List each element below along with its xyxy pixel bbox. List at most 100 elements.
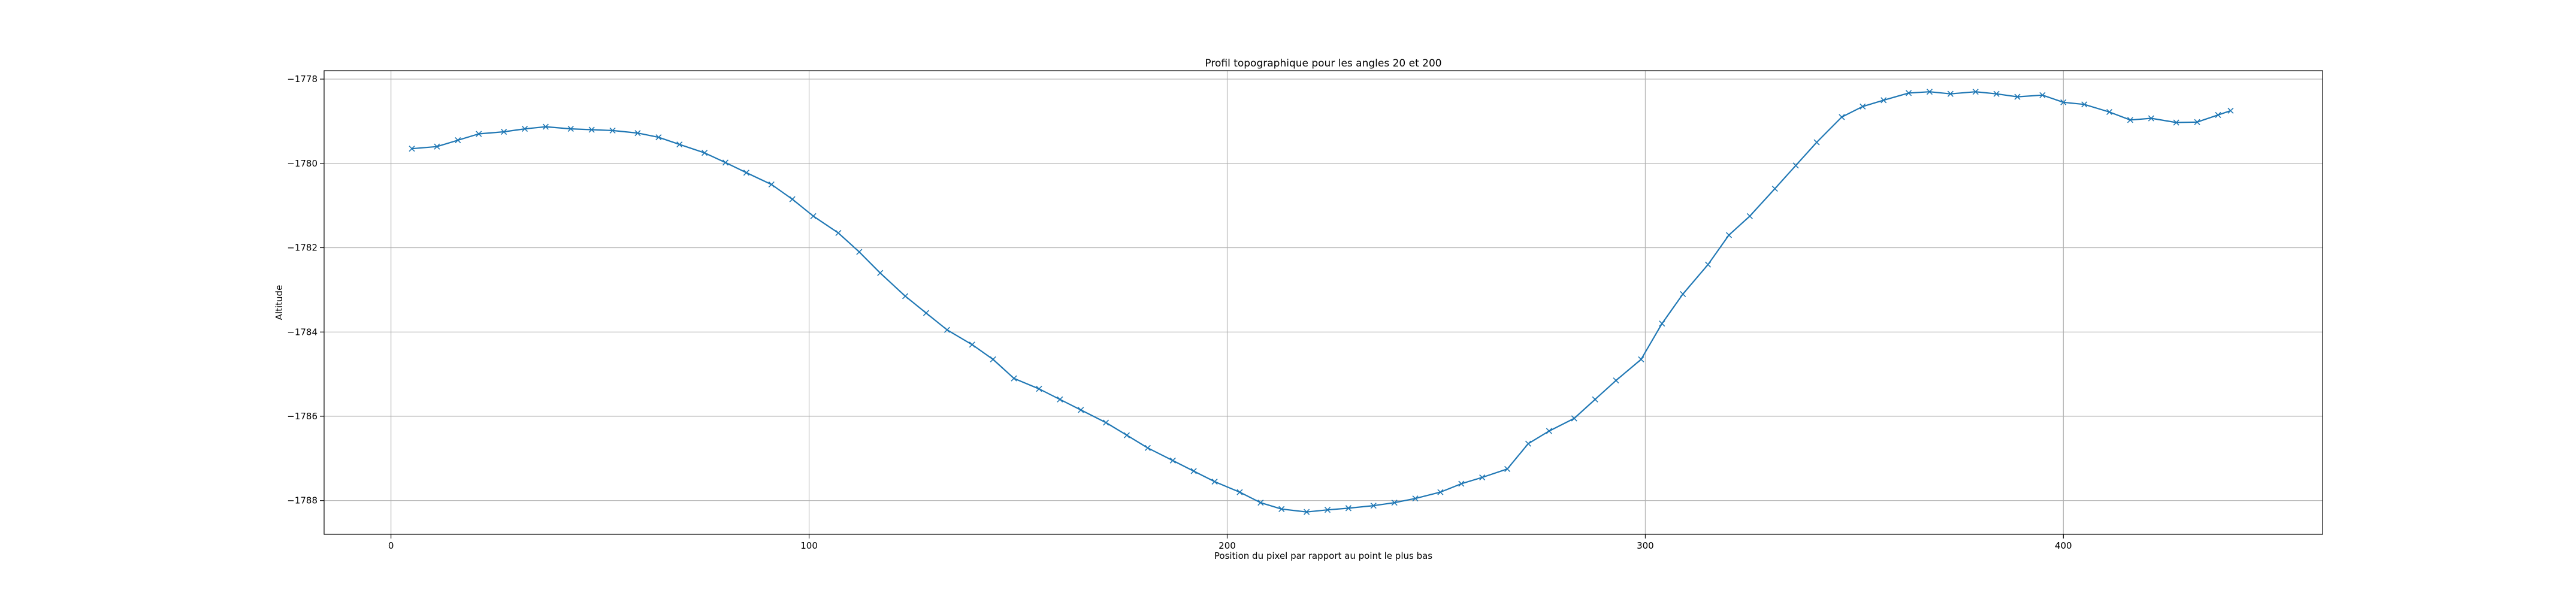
data-point-marker bbox=[810, 213, 817, 219]
data-point-marker bbox=[1592, 396, 1598, 403]
data-point-marker bbox=[1345, 505, 1352, 512]
data-point-marker bbox=[743, 170, 749, 176]
data-point-marker bbox=[1926, 89, 1933, 95]
x-axis: 0 100 200 300 400 bbox=[388, 534, 2072, 551]
y-tick-label: −1778 bbox=[287, 74, 318, 84]
data-point-marker bbox=[1011, 375, 1017, 382]
data-point-marker bbox=[1479, 474, 1486, 481]
data-point-marker bbox=[1525, 440, 1532, 447]
data-point-marker bbox=[1370, 503, 1377, 509]
data-point-marker bbox=[2106, 108, 2113, 116]
data-point-marker bbox=[1947, 90, 1954, 97]
data-point-marker bbox=[1211, 478, 1218, 485]
data-point-marker bbox=[501, 128, 507, 135]
data-point-marker bbox=[2014, 93, 2021, 100]
x-tick-label: 400 bbox=[2055, 540, 2072, 551]
x-tick-label: 200 bbox=[1219, 540, 1236, 551]
data-point-marker bbox=[542, 123, 549, 130]
data-point-marker bbox=[609, 127, 616, 134]
data-point-marker bbox=[1659, 320, 1665, 327]
data-point-marker bbox=[2081, 101, 2088, 108]
data-point-marker bbox=[2039, 92, 2046, 98]
data-point-marker bbox=[2194, 119, 2200, 125]
data-point-marker bbox=[702, 150, 708, 156]
data-point-marker bbox=[1705, 261, 1712, 268]
chart-title: Profil topographique pour les angles 20 … bbox=[1205, 58, 1441, 69]
data-point-marker bbox=[2215, 111, 2221, 118]
data-point-marker bbox=[1972, 89, 1979, 95]
data-point-marker bbox=[1860, 103, 1866, 110]
data-point-marker bbox=[1190, 468, 1197, 474]
data-point-marker bbox=[990, 356, 996, 363]
data-point-marker bbox=[789, 196, 796, 202]
data-point-marker bbox=[2060, 99, 2067, 105]
y-tick-label: −1784 bbox=[287, 326, 318, 337]
data-point-marker bbox=[1236, 489, 1243, 495]
data-point-marker bbox=[409, 146, 415, 152]
data-point-marker bbox=[455, 137, 461, 144]
y-axis-label: Altitude bbox=[274, 285, 285, 320]
data-point-marker bbox=[567, 126, 574, 132]
data-point-marker bbox=[944, 326, 950, 333]
x-axis-label: Position du pixel par rapport au point l… bbox=[1214, 550, 1432, 561]
y-tick-label: −1788 bbox=[287, 495, 318, 506]
data-point-marker bbox=[923, 310, 930, 316]
x-tick-label: 300 bbox=[1637, 540, 1654, 551]
data-point-marker bbox=[1078, 407, 1084, 413]
marker-layer bbox=[409, 89, 2234, 515]
data-point-marker bbox=[655, 134, 662, 141]
series-line-layer bbox=[412, 91, 2231, 513]
data-point-marker bbox=[1746, 213, 1753, 219]
y-axis: −1788 −1786 −1784 −1782 −1780 −1778 bbox=[287, 74, 324, 506]
data-point-marker bbox=[1906, 90, 1912, 96]
data-point-marker bbox=[1504, 465, 1511, 473]
data-point-marker bbox=[1638, 356, 1644, 363]
data-point-marker bbox=[1391, 500, 1398, 506]
y-tick-label: −1786 bbox=[287, 411, 318, 422]
data-point-marker bbox=[1437, 489, 1444, 495]
data-point-marker bbox=[969, 341, 975, 348]
y-tick-label: −1782 bbox=[287, 243, 318, 253]
grid bbox=[324, 71, 2323, 534]
data-point-marker bbox=[634, 130, 641, 137]
data-point-marker bbox=[1792, 162, 1799, 169]
data-point-marker bbox=[902, 293, 909, 300]
data-point-marker bbox=[521, 126, 528, 132]
data-point-marker bbox=[1725, 232, 1733, 238]
data-point-marker bbox=[1880, 97, 1887, 104]
data-point-marker bbox=[1144, 444, 1151, 451]
data-point-marker bbox=[1458, 480, 1465, 487]
data-point-marker bbox=[1813, 139, 1820, 146]
data-point-marker bbox=[835, 229, 842, 236]
data-point-marker bbox=[877, 270, 884, 276]
data-point-marker bbox=[768, 181, 775, 188]
data-point-marker bbox=[2173, 119, 2179, 126]
y-tick-label: −1780 bbox=[287, 158, 318, 169]
x-tick-label: 0 bbox=[388, 540, 394, 551]
data-point-marker bbox=[434, 143, 440, 150]
data-point-marker bbox=[1771, 185, 1778, 192]
series-line bbox=[412, 91, 2231, 513]
data-point-marker bbox=[722, 159, 729, 166]
data-point-marker bbox=[1304, 509, 1310, 515]
data-point-marker bbox=[2148, 115, 2154, 122]
data-point-marker bbox=[1412, 495, 1419, 502]
data-point-marker bbox=[1680, 291, 1686, 297]
data-point-marker bbox=[1036, 386, 1042, 392]
data-point-marker bbox=[1993, 90, 2000, 97]
data-point-marker bbox=[1123, 432, 1130, 438]
data-point-marker bbox=[1613, 377, 1619, 384]
x-tick-label: 100 bbox=[800, 540, 818, 551]
data-point-marker bbox=[1546, 428, 1552, 434]
data-point-marker bbox=[2127, 117, 2134, 123]
data-point-marker bbox=[676, 141, 683, 148]
data-point-marker bbox=[1324, 507, 1331, 513]
data-point-marker bbox=[1057, 396, 1063, 403]
data-point-marker bbox=[1257, 500, 1264, 506]
data-point-marker bbox=[1169, 457, 1176, 464]
data-point-marker bbox=[1103, 419, 1109, 426]
data-point-marker bbox=[2227, 107, 2234, 114]
data-point-marker bbox=[1278, 506, 1285, 512]
plot-frame bbox=[323, 70, 2323, 535]
